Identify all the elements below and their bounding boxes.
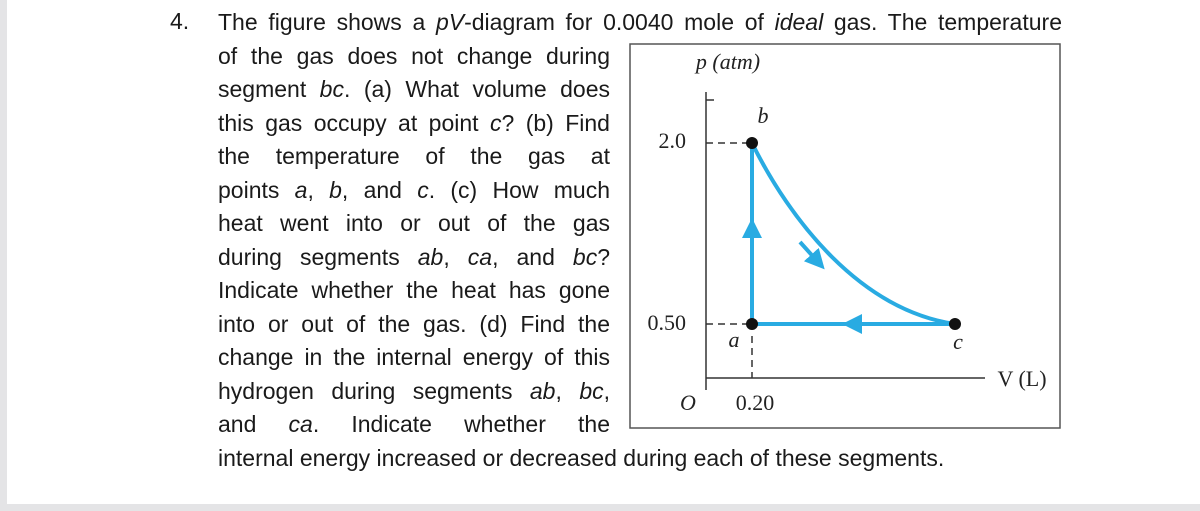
point xyxy=(746,137,758,149)
text-run: ? (b) Find xyxy=(501,109,610,136)
text-line: during segments ab, ca, and bc? xyxy=(218,242,610,272)
y-label: 0.50 xyxy=(648,310,687,335)
italic-run: ab xyxy=(529,377,556,404)
text-run: of the gas does not change during xyxy=(218,42,610,69)
text-line: this gas occupy at point c? (b) Find xyxy=(218,108,610,138)
italic-run: ca xyxy=(467,243,493,270)
text-line: change in the internal energy of this xyxy=(218,342,610,372)
text-run: segment xyxy=(218,76,320,102)
problem-number: 4. xyxy=(170,8,190,34)
y-label: 2.0 xyxy=(659,128,687,153)
text-run: , xyxy=(443,243,468,270)
text-run: the temperature of the gas at xyxy=(218,143,610,169)
point xyxy=(746,318,758,330)
frame xyxy=(0,0,7,511)
text-run: during segments xyxy=(218,243,418,270)
point-label: a xyxy=(729,327,740,352)
text-line: internal energy increased or decreased d… xyxy=(218,443,944,473)
text-run: points xyxy=(218,176,295,203)
italic-run: ab xyxy=(417,243,444,270)
text-run: into or out of the gas. (d) Find the xyxy=(218,310,610,337)
point-label: c xyxy=(953,329,963,354)
text-line: the temperature of the gas at xyxy=(218,141,610,171)
text-line: points a, b, and c. (c) How much xyxy=(218,175,610,205)
segment-bc xyxy=(750,142,956,326)
origin-label: O xyxy=(680,390,696,415)
text-run: . (a) What volume does xyxy=(343,76,610,102)
text-run: The figure shows a xyxy=(218,9,436,35)
text-run: , and xyxy=(341,176,418,203)
text-run: gas. The temperature xyxy=(823,9,1062,35)
italic-run: b xyxy=(329,176,342,203)
frame xyxy=(0,504,1200,511)
text-run: -diagram for 0.0040 mole of xyxy=(464,9,775,35)
point xyxy=(949,318,961,330)
text-run: internal energy increased or decreased d… xyxy=(218,444,945,471)
text-run: , xyxy=(603,377,610,404)
italic-run: ideal xyxy=(774,9,824,35)
text-run: ? xyxy=(597,243,610,270)
text-line: of the gas does not change during xyxy=(218,41,610,71)
text-run: heat went into or out of the gas xyxy=(218,210,610,236)
italic-run: ca xyxy=(288,411,313,437)
italic-run: a xyxy=(294,176,308,203)
text-run: change in the internal energy of this xyxy=(218,344,610,370)
text-line: into or out of the gas. (d) Find the xyxy=(218,309,610,339)
text-run: , xyxy=(307,176,330,203)
text-run: , and xyxy=(492,243,573,270)
text-run: this gas occupy at point xyxy=(218,109,490,136)
italic-run: bc xyxy=(572,243,598,270)
point-label: b xyxy=(758,103,769,128)
text-run: . (c) How much xyxy=(428,176,610,203)
x-axis-label: V (L) xyxy=(997,366,1046,391)
text-run: . Indicate whether the xyxy=(312,411,610,437)
y-axis-label: p (atm) xyxy=(694,49,760,74)
figure-border xyxy=(629,43,1061,429)
text-run: hydrogen during segments xyxy=(218,377,530,404)
text-line: hydrogen during segments ab, bc, xyxy=(218,376,610,406)
text-run: Indicate whether the heat has gone xyxy=(218,277,610,303)
italic-run: bc xyxy=(579,377,604,404)
text-line: Indicate whether the heat has gone xyxy=(218,275,610,305)
italic-run: c xyxy=(417,176,429,203)
text-run: , xyxy=(555,377,580,404)
text-run: and xyxy=(218,411,289,437)
text-line: heat went into or out of the gas xyxy=(218,208,610,238)
text-line: The figure shows a pV-diagram for 0.0040… xyxy=(218,7,1062,37)
italic-run: bc xyxy=(319,76,344,102)
text-line: and ca. Indicate whether the xyxy=(218,409,610,439)
italic-run: pV xyxy=(435,9,465,35)
text-line: segment bc. (a) What volume does xyxy=(218,74,610,104)
x-label: 0.20 xyxy=(736,390,775,415)
arrow xyxy=(798,240,825,270)
italic-run: c xyxy=(489,109,502,136)
